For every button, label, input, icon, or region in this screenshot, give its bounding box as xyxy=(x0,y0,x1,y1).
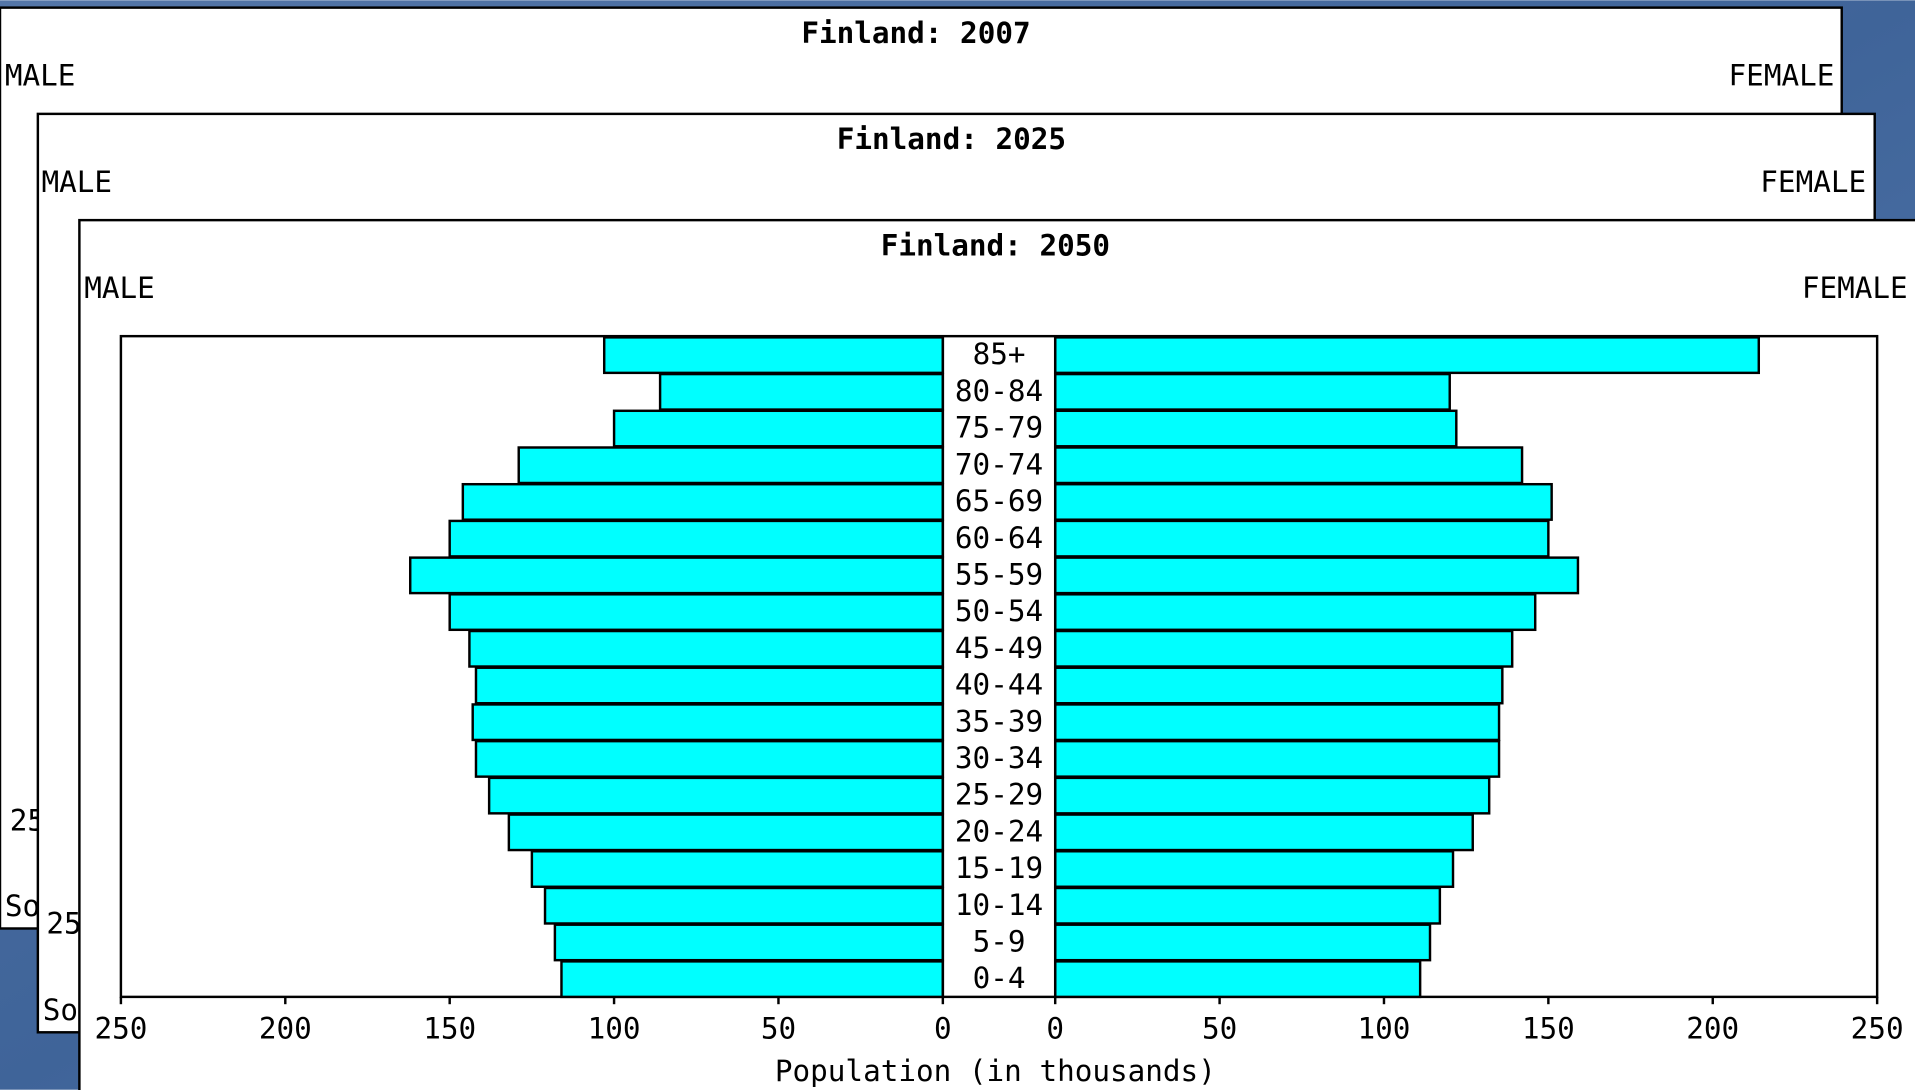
chart-title: Finland: 2007 xyxy=(801,16,1030,50)
chart-title: Finland: 2050 xyxy=(881,229,1110,263)
category-label: 85+ xyxy=(973,337,1026,371)
category-label: 70-74 xyxy=(955,447,1043,481)
x-tick-label: 250 xyxy=(94,1011,147,1045)
bar xyxy=(1053,666,1504,705)
bar xyxy=(1053,336,1761,375)
category-label: 45-49 xyxy=(955,631,1043,665)
bar xyxy=(543,886,945,925)
bar xyxy=(448,593,945,632)
category-label: 30-34 xyxy=(955,741,1043,775)
legend-label: FEMALE xyxy=(1760,165,1866,199)
bar xyxy=(487,776,945,815)
bar xyxy=(1053,923,1432,962)
x-tick-label: 0 xyxy=(1046,1011,1064,1045)
bar xyxy=(530,850,945,888)
bar xyxy=(409,556,945,595)
x-tick-label: 100 xyxy=(588,1011,641,1045)
category-label: 60-64 xyxy=(955,521,1043,555)
x-tick-label: 0 xyxy=(934,1011,952,1045)
bar xyxy=(1053,960,1422,999)
category-label: 5-9 xyxy=(973,925,1026,959)
bar xyxy=(1053,629,1514,668)
bar xyxy=(474,666,945,705)
x-tick-label: 100 xyxy=(1358,1011,1411,1045)
bar xyxy=(517,446,945,485)
x-tick-label: 150 xyxy=(423,1011,476,1045)
category-label: 35-39 xyxy=(955,704,1043,738)
legend-label: FEMALE xyxy=(1729,59,1835,93)
category-label: 15-19 xyxy=(955,851,1043,885)
category-label: 0-4 xyxy=(973,961,1026,995)
bar xyxy=(1053,703,1501,742)
bar xyxy=(1053,556,1580,595)
x-tick-label: 150 xyxy=(1522,1011,1575,1045)
bar xyxy=(471,703,945,742)
bar xyxy=(474,739,945,778)
legend-label: MALE xyxy=(5,59,76,93)
bar xyxy=(1053,372,1451,411)
x-tick-label: 200 xyxy=(259,1011,312,1045)
category-label: 50-54 xyxy=(955,594,1043,628)
x-tick-label: 50 xyxy=(1202,1011,1237,1045)
bar xyxy=(560,960,945,999)
category-label: 80-84 xyxy=(955,374,1043,408)
bar xyxy=(1053,739,1501,778)
category-label: 40-44 xyxy=(955,668,1043,702)
bar xyxy=(461,482,945,521)
legend-label: MALE xyxy=(42,165,113,199)
bar xyxy=(448,519,945,558)
category-label: 25-29 xyxy=(955,778,1043,812)
bar xyxy=(1053,850,1455,888)
source-note: So xyxy=(43,993,78,1027)
category-label: 55-59 xyxy=(955,557,1043,591)
bar xyxy=(553,923,945,962)
bar xyxy=(1053,446,1524,485)
bar xyxy=(468,629,945,668)
bar xyxy=(1053,813,1474,852)
bar xyxy=(1053,593,1537,632)
x-tick-label: 200 xyxy=(1686,1011,1739,1045)
bar xyxy=(602,336,945,375)
x-tick-label: 50 xyxy=(761,1011,796,1045)
category-label: 20-24 xyxy=(955,814,1043,848)
bar xyxy=(1053,519,1550,558)
bar xyxy=(1053,409,1458,448)
source-note: So xyxy=(5,889,40,923)
bar xyxy=(507,813,945,852)
category-label: 10-14 xyxy=(955,888,1043,922)
plot-area xyxy=(119,334,1879,999)
bar xyxy=(612,409,945,448)
x-axis-label: Population (in thousands) xyxy=(775,1054,1216,1088)
bar xyxy=(658,372,945,411)
category-label: 75-79 xyxy=(955,411,1043,445)
legend-label: FEMALE xyxy=(1802,271,1908,305)
bar xyxy=(1053,482,1553,521)
chart-title: Finland: 2025 xyxy=(837,122,1066,156)
category-label: 65-69 xyxy=(955,484,1043,518)
bar xyxy=(1053,886,1442,925)
bar xyxy=(1053,776,1491,815)
legend-label: MALE xyxy=(84,271,155,305)
x-tick-label: 250 xyxy=(1851,1011,1904,1045)
